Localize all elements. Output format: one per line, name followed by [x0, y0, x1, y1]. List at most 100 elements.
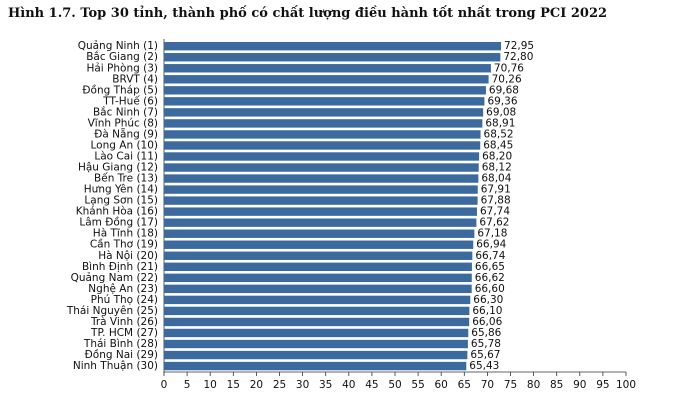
- bar: [164, 86, 486, 95]
- data-label: 69,36: [487, 95, 517, 107]
- category-label: BRVT (4): [112, 73, 158, 85]
- bar: [164, 284, 472, 294]
- category-label: Cần Thơ (19): [90, 239, 158, 251]
- bar: [164, 152, 480, 161]
- bar: [164, 75, 489, 84]
- bar: [164, 328, 469, 338]
- category-label: Thái Nguyên (25): [66, 305, 158, 317]
- bar: [164, 108, 484, 117]
- data-label: 67,62: [479, 217, 509, 229]
- x-tick-label: 10: [204, 379, 217, 391]
- category-label: Ninh Thuận (30): [73, 360, 158, 372]
- data-label: 68,52: [484, 128, 514, 140]
- bar: [164, 306, 470, 316]
- bar: [164, 317, 470, 327]
- category-label: Đồng Tháp (5): [82, 84, 158, 96]
- x-tick-label: 95: [596, 379, 609, 391]
- bar: [164, 361, 467, 371]
- data-label: 67,18: [477, 228, 507, 240]
- data-label: 69,08: [486, 106, 516, 118]
- bar: [164, 42, 502, 51]
- data-label: 67,88: [481, 195, 511, 207]
- data-label: 68,12: [482, 162, 512, 174]
- bar: [164, 339, 468, 349]
- bar: [164, 262, 472, 271]
- category-label: Vĩnh Phúc (8): [88, 117, 158, 129]
- x-tick-label: 40: [342, 379, 355, 391]
- category-label: Lào Cai (11): [94, 151, 158, 163]
- data-label: 67,74: [480, 206, 510, 218]
- chart-title: Hình 1.7. Top 30 tỉnh, thành phố có chất…: [8, 6, 608, 21]
- data-label: 66,30: [473, 294, 503, 306]
- category-label: Thái Bình (28): [83, 338, 158, 350]
- bar: [164, 141, 481, 150]
- category-label: Đà Nẵng (9): [94, 127, 158, 140]
- data-label: 65,43: [469, 360, 499, 372]
- category-label: Quảng Nam (22): [71, 272, 158, 284]
- x-tick-label: 15: [227, 379, 240, 391]
- category-label: Quảng Ninh (1): [78, 40, 158, 52]
- x-tick-label: 55: [411, 379, 424, 391]
- category-label: Hậu Giang (12): [78, 162, 158, 174]
- data-label: 65,86: [471, 327, 501, 339]
- category-label: TP. HCM (27): [90, 327, 158, 339]
- category-label: Nghệ An (23): [88, 283, 158, 295]
- data-label: 65,67: [470, 349, 500, 361]
- category-label: Lạng Sơn (15): [84, 195, 158, 207]
- data-label: 68,20: [482, 151, 512, 163]
- x-tick-label: 0: [161, 379, 168, 391]
- data-label: 66,06: [472, 316, 502, 328]
- bar: [164, 130, 481, 139]
- bar: [164, 185, 478, 194]
- category-label: Long An (10): [91, 139, 158, 151]
- x-tick-label: 45: [365, 379, 378, 391]
- category-label: Bến Tre (13): [94, 173, 158, 185]
- data-label: 70,76: [494, 62, 524, 74]
- category-label: Khánh Hòa (16): [76, 206, 158, 218]
- category-label: Bắc Ninh (7): [93, 105, 158, 118]
- data-label: 66,74: [475, 250, 505, 262]
- x-tick-label: 90: [573, 379, 586, 391]
- data-label: 66,10: [472, 305, 502, 317]
- bar: [164, 64, 491, 73]
- bar: [164, 218, 477, 227]
- x-tick-label: 25: [273, 379, 286, 391]
- data-label: 67,91: [481, 184, 511, 196]
- category-label: Bình Định (21): [82, 261, 158, 273]
- data-label: 66,60: [475, 283, 505, 295]
- data-label: 68,04: [481, 173, 511, 185]
- x-tick-label: 50: [388, 379, 401, 391]
- x-tick-label: 65: [458, 379, 471, 391]
- bar: [164, 251, 473, 260]
- data-label: 66,62: [475, 272, 505, 284]
- bar: [164, 196, 478, 205]
- data-label: 65,78: [471, 338, 501, 350]
- bar: [164, 273, 472, 283]
- category-label: Hà Nội (20): [98, 250, 158, 262]
- category-label: Hưng Yên (14): [84, 184, 158, 196]
- x-tick-label: 60: [435, 379, 448, 391]
- bar: [164, 207, 477, 216]
- category-label: TT-Huế (6): [102, 95, 158, 107]
- bar: [164, 174, 479, 183]
- bar: [164, 163, 479, 172]
- x-tick-label: 75: [504, 379, 517, 391]
- x-tick-label: 30: [296, 379, 309, 391]
- category-label: Hà Tĩnh (18): [93, 228, 158, 240]
- category-label: Hải Phòng (3): [86, 62, 158, 74]
- data-label: 66,94: [476, 239, 506, 251]
- bar: [164, 240, 474, 249]
- bar: [164, 229, 475, 238]
- data-label: 69,68: [489, 84, 519, 96]
- x-tick-label: 85: [550, 379, 563, 391]
- data-label: 68,45: [483, 139, 513, 151]
- bar: [164, 53, 501, 62]
- data-label: 72,95: [504, 40, 534, 52]
- bar: [164, 97, 485, 106]
- x-tick-label: 5: [184, 379, 191, 391]
- x-tick-label: 80: [527, 379, 540, 391]
- bar: [164, 119, 483, 128]
- x-tick-label: 70: [481, 379, 494, 391]
